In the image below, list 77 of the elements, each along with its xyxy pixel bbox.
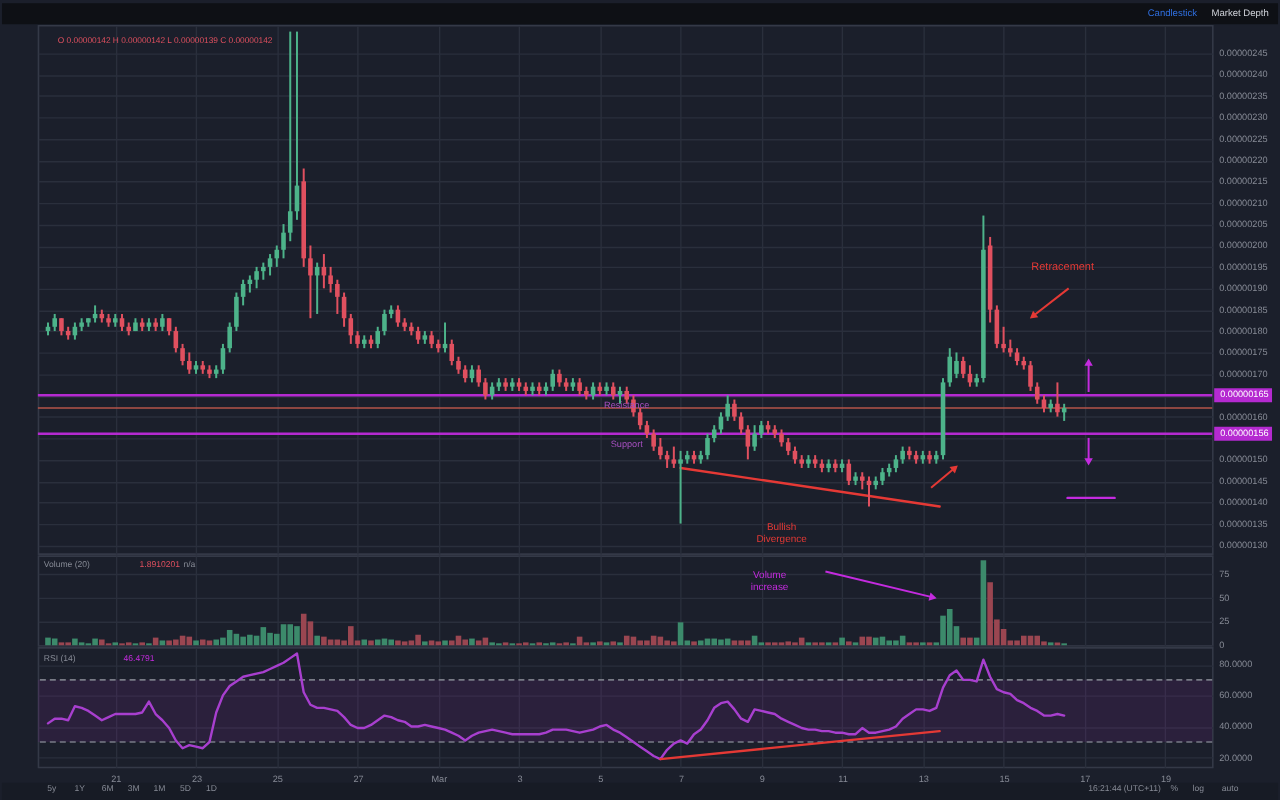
bar [731,640,738,646]
bar [213,639,220,646]
bar [206,640,213,646]
candlestick [550,368,555,392]
bar [946,608,953,646]
bar [388,639,394,646]
bar [987,582,993,646]
bar [623,635,630,646]
bar [267,632,273,646]
bar [159,640,166,646]
bar [637,640,643,646]
bar [475,640,482,646]
bar [45,637,51,646]
bar [199,639,206,646]
bar [247,634,253,646]
candlestick [449,338,455,367]
bar [462,639,469,646]
bar [1020,635,1027,646]
bar [361,639,368,646]
bar [348,626,354,646]
bar [677,622,684,646]
bar [314,635,320,646]
bar [92,638,98,646]
bar [220,637,226,646]
candlestick [267,253,273,277]
bar [240,636,246,646]
bar [697,640,704,646]
bar [1034,635,1041,646]
candlestick [678,449,683,525]
bar [307,621,314,646]
line-series [46,652,1066,761]
bar [745,640,751,646]
bar [287,624,294,646]
bar [872,637,879,646]
bar [664,640,670,646]
candlestick [752,424,757,452]
bar [839,637,845,646]
bar [374,639,381,646]
bar [893,640,899,646]
bar [99,639,105,646]
bar [448,640,455,646]
candlestick [671,445,677,469]
candlestick [745,424,751,461]
bar [280,624,287,646]
bar [980,560,987,646]
bar [428,640,435,646]
candlestick [187,351,192,375]
bar [368,640,374,646]
bar [166,640,172,646]
bar [718,639,724,646]
bar [395,640,401,646]
candlestick [705,432,710,461]
candlestick [954,351,959,380]
bar [960,637,966,646]
bar [72,638,78,646]
bar [408,640,415,646]
bar [859,636,866,646]
bar [1014,640,1020,646]
bar [738,640,744,646]
bar [866,636,872,646]
bar [711,638,718,646]
bar [886,640,892,646]
bar [967,637,973,646]
candlestick [651,428,656,452]
bar [415,634,421,646]
bar [173,639,179,646]
candlestick [1055,381,1060,418]
candlestick [658,437,663,461]
bar [940,615,946,646]
bar [294,626,300,646]
candlestick [960,355,966,380]
bar [193,640,199,646]
candlestick [254,265,259,290]
bar [469,638,475,646]
bar [442,640,448,646]
bar [644,640,650,646]
bar [321,636,327,646]
